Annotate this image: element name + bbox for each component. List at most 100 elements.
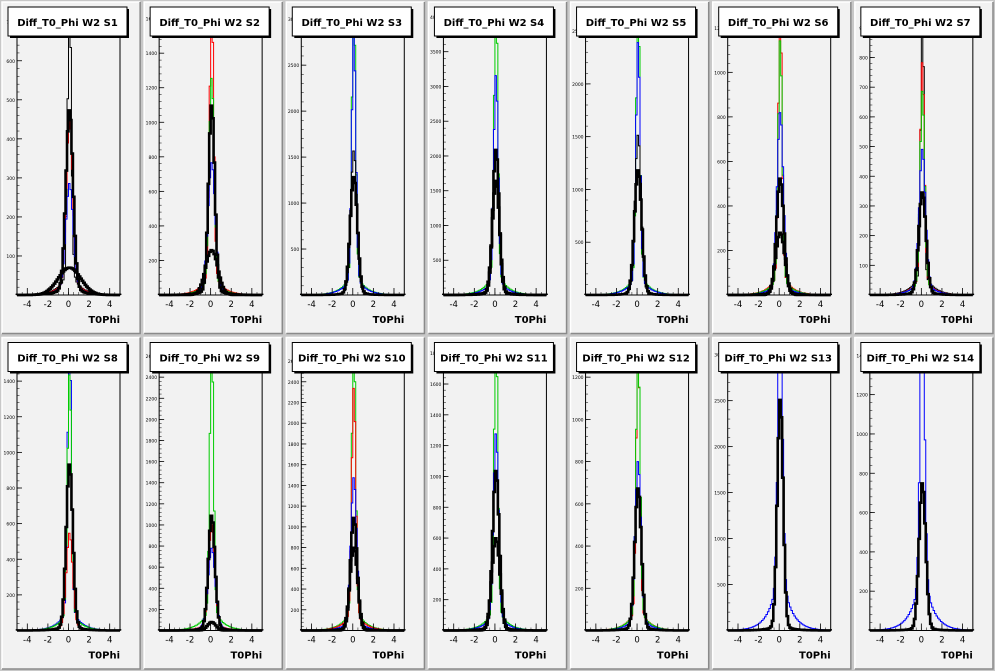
x-tick-label: 2 [655, 636, 660, 646]
histogram-title: Diff_T0_Phi W2 S10 [298, 354, 406, 365]
pad-bevel-light [854, 1, 993, 334]
histogram-panel-14: 200400600800100012001400-4-2024T0PhiDiff… [854, 336, 994, 670]
histogram-series-4 [443, 537, 547, 632]
y-tick-label: 400 [6, 137, 15, 143]
pad-bevel-light [1, 1, 141, 334]
x-tick-label: -4 [449, 636, 457, 646]
histogram-series-4 [442, 179, 548, 297]
x-tick-label: -4 [734, 636, 742, 646]
pad-bevel-light [427, 336, 567, 669]
pad-bevel-dark [712, 2, 852, 335]
y-tick-label: 1000 [146, 523, 158, 529]
x-tick-label: -2 [896, 300, 904, 310]
x-tick-label: 4 [391, 300, 396, 310]
y-tick-label: 2000 [288, 421, 300, 427]
y-tick-label: 1400 [146, 51, 158, 57]
pad-bevel-light [569, 336, 709, 669]
y-tick-label: 800 [433, 505, 442, 511]
x-tick-label: 0 [634, 300, 639, 310]
y-tick-label: 400 [149, 586, 158, 592]
x-tick-label: -2 [896, 636, 904, 646]
y-tick-label: 500 [575, 240, 584, 246]
x-tick-label: 2 [939, 300, 944, 310]
y-tick-label: 200 [6, 215, 15, 221]
x-tick-label: 4 [107, 300, 112, 310]
x-tick-label: 0 [66, 636, 71, 646]
y-tick-label: 800 [149, 544, 158, 550]
x-tick-label: 0 [66, 300, 71, 310]
x-axis-label: T0Phi [88, 315, 120, 326]
y-tick-label: 2400 [288, 380, 300, 386]
x-tick-label: -4 [876, 636, 884, 646]
y-tick-label: 300 [6, 176, 15, 182]
x-axis-label: T0Phi [799, 651, 831, 662]
title-box [7, 6, 128, 37]
y-tick-label: 100 [859, 263, 868, 269]
y-tick-label: 100 [6, 254, 15, 260]
pad-bevel-dark [854, 337, 994, 670]
y-tick-label: 300 [859, 204, 868, 210]
y-tick-label: 600 [717, 159, 726, 165]
y-tick-label: 800 [859, 56, 868, 62]
y-tick-label: 2200 [288, 401, 300, 407]
plot-frame [727, 345, 832, 631]
x-tick-label: -4 [307, 300, 315, 310]
x-tick-label: 0 [776, 636, 781, 646]
histogram-series-5 [159, 620, 263, 632]
x-tick-label: -4 [165, 300, 173, 310]
title-box [576, 342, 697, 372]
x-tick-label: 4 [676, 636, 681, 646]
histogram-title: Diff_T0_Phi W2 S14 [867, 354, 975, 365]
x-tick-label: 0 [634, 636, 639, 646]
y-tick-label: 600 [859, 115, 868, 121]
y-tick-label: 1200 [146, 502, 158, 508]
x-tick-label: 2 [86, 636, 91, 646]
title-box [7, 342, 128, 372]
histogram-title: Diff_T0_Phi W2 S11 [440, 354, 548, 365]
x-tick-label: -4 [165, 636, 173, 646]
y-tick-label: 500 [717, 583, 726, 589]
x-axis-label: T0Phi [515, 651, 547, 662]
x-tick-label: 4 [533, 636, 538, 646]
histogram-title: Diff_T0_Phi W2 S3 [301, 18, 402, 29]
histogram-series-5 [868, 191, 975, 297]
x-tick-label: 2 [371, 636, 376, 646]
histogram-series-5 [301, 546, 405, 632]
x-axis-label: T0Phi [373, 651, 405, 662]
y-tick-label: 800 [149, 155, 158, 161]
histogram-series-4 [584, 169, 690, 297]
x-tick-label: 0 [208, 636, 213, 646]
histogram-title: Diff_T0_Phi W2 S12 [582, 354, 690, 365]
y-tick-label: 600 [575, 502, 584, 508]
histogram-panel-3: 50010001500200025003000-4-2024T0PhiDiff_… [285, 1, 426, 335]
histogram-series-4 [15, 463, 122, 632]
x-axis-label: T0Phi [941, 315, 973, 326]
x-tick-label: 2 [513, 300, 518, 310]
y-tick-label: 600 [291, 566, 300, 572]
histogram-panel-11: 20040060080010001200140016001800-4-2024T… [427, 336, 568, 670]
y-tick-label: 200 [291, 608, 300, 614]
x-tick-label: 0 [350, 300, 355, 310]
y-tick-label: 200 [859, 589, 868, 595]
x-tick-label: -4 [592, 300, 600, 310]
histogram-series-4 [584, 487, 690, 632]
pad-bevel-dark [286, 337, 426, 670]
y-tick-label: 1200 [856, 393, 868, 399]
title-box [576, 6, 697, 37]
x-tick-label: 2 [797, 636, 802, 646]
y-tick-label: 500 [291, 247, 300, 253]
y-tick-label: 2500 [288, 63, 300, 69]
title-box [718, 6, 839, 37]
y-tick-label: 3500 [430, 50, 442, 56]
pad-bevel-light [143, 336, 283, 669]
y-tick-label: 500 [6, 98, 15, 104]
histogram-panel-10: 200 400 600 800 1000 1200 1400 1600 1800 2000 2200… [285, 336, 426, 670]
histogram-panel-7: 100200300400500600700800900-4-2024T0PhiD… [854, 1, 994, 335]
y-tick-label: 800 [717, 115, 726, 121]
y-tick-label: 1400 [288, 483, 300, 489]
y-tick-label: 1600 [146, 460, 158, 466]
pad-bevel-dark [286, 2, 426, 335]
x-tick-label: 0 [492, 300, 497, 310]
y-tick-label: 200 [149, 258, 158, 264]
y-tick-label: 600 [859, 511, 868, 517]
